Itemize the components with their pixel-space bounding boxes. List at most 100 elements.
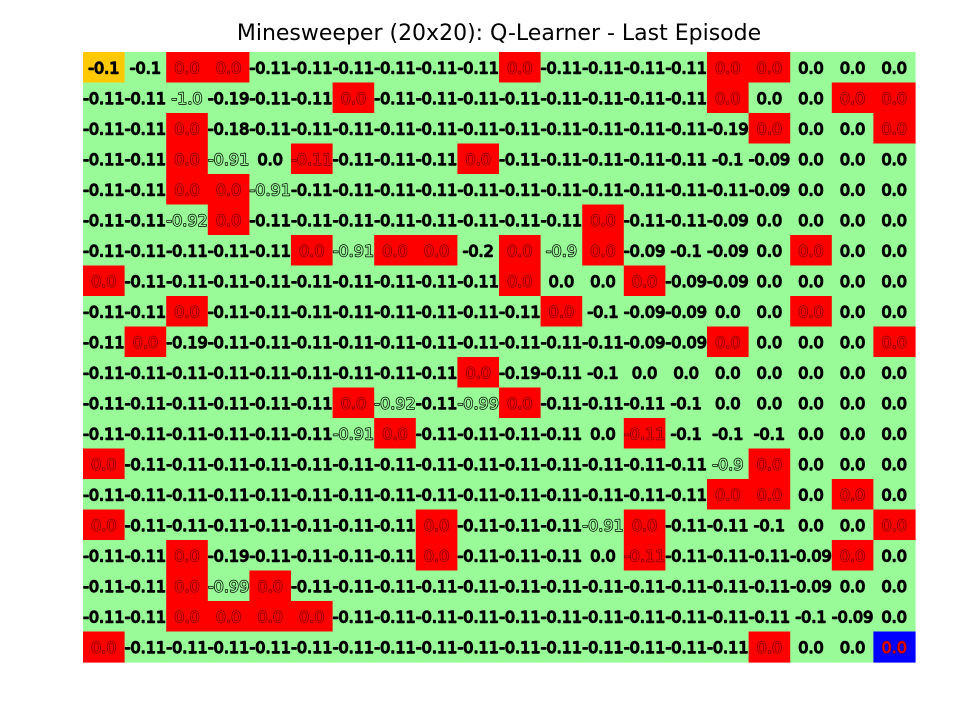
heatmap-cell-value: -0.11 xyxy=(374,180,415,199)
heatmap-cell-mine xyxy=(499,52,542,84)
heatmap-cell-value: -0.11 xyxy=(416,485,457,504)
heatmap-cell-value: 0.0 xyxy=(798,119,823,138)
heatmap-cell-value: 0.0 xyxy=(757,272,782,291)
heatmap-cell-safe xyxy=(83,357,126,389)
heatmap-cell-safe xyxy=(457,418,500,450)
heatmap-cell-safe xyxy=(540,82,583,114)
heatmap-cell-safe xyxy=(540,601,583,633)
heatmap-cell-value: 0.0 xyxy=(840,485,865,504)
heatmap-cell-value: -0.11 xyxy=(249,89,290,108)
heatmap-cell-mine xyxy=(166,174,209,206)
heatmap-cell-mine xyxy=(873,326,916,358)
heatmap-cell-value: -0.11 xyxy=(665,58,706,77)
heatmap-cell-safe xyxy=(207,448,250,480)
heatmap-cell-value: 0.0 xyxy=(673,363,698,382)
heatmap-cell-value: 0.0 xyxy=(507,272,532,291)
heatmap-cell-safe xyxy=(291,418,334,450)
heatmap-cell-safe xyxy=(124,143,167,175)
heatmap-cell-safe xyxy=(374,509,417,541)
heatmap-cell-value: 0.0 xyxy=(257,577,282,596)
heatmap-cell-mine xyxy=(873,509,916,541)
heatmap-cell-value: -0.11 xyxy=(457,607,498,626)
heatmap-cell-safe xyxy=(582,479,625,511)
heatmap-cell-safe xyxy=(790,540,833,572)
heatmap-cell-safe xyxy=(291,204,334,236)
heatmap-cell-value: -0.11 xyxy=(582,638,623,657)
heatmap-cell-safe xyxy=(540,204,583,236)
heatmap-cell-safe xyxy=(540,540,583,572)
heatmap-cell-value: -0.19 xyxy=(208,89,249,108)
heatmap-cell-safe xyxy=(457,479,500,511)
heatmap-cell-safe xyxy=(582,448,625,480)
heatmap-cell-value: -0.11 xyxy=(499,485,540,504)
heatmap-cell-value: 0.0 xyxy=(424,516,449,535)
heatmap-cell-value: -0.11 xyxy=(83,89,124,108)
heatmap-cell-value: -0.11 xyxy=(125,180,166,199)
heatmap-cell-value: 0.0 xyxy=(798,424,823,443)
heatmap-cell-value: -0.09 xyxy=(749,150,790,169)
heatmap-cell-value: -0.11 xyxy=(582,150,623,169)
heatmap-cell-value: -0.11 xyxy=(541,546,582,565)
heatmap-cell-value: -0.11 xyxy=(707,516,748,535)
heatmap-labels: -0.1 -0.1 0.0 0.0 -0.11 -0.11 -0.11 -0.11 -0.11-… xyxy=(82,58,907,658)
heatmap-cell-value: -0.11 xyxy=(457,89,498,108)
heatmap-cell-safe xyxy=(124,509,167,541)
heatmap-cell-mine xyxy=(748,113,791,145)
heatmap-cell-mine xyxy=(207,52,250,84)
heatmap-cell-value: -0.11 xyxy=(374,546,415,565)
heatmap-cell-mine xyxy=(499,265,542,297)
heatmap-cell-value: 0.0 xyxy=(91,638,116,657)
heatmap-cell-value: -0.11 xyxy=(291,577,332,596)
heatmap-cell-value: 0.0 xyxy=(840,546,865,565)
heatmap-cell-value: -0.11 xyxy=(457,333,498,352)
heatmap-cell-value: 0.0 xyxy=(174,150,199,169)
heatmap-cell-value: -0.11 xyxy=(582,485,623,504)
heatmap-cell-mine xyxy=(831,540,874,572)
heatmap-cell-safe xyxy=(623,235,666,267)
heatmap-cell-value: -0.11 xyxy=(249,638,290,657)
heatmap-cell-safe xyxy=(499,326,542,358)
heatmap-cell-value: -0.1 xyxy=(754,424,785,443)
heatmap-cell-safe xyxy=(748,204,791,236)
heatmap-cell-value: 0.0 xyxy=(299,241,324,260)
heatmap-cell-safe xyxy=(665,143,708,175)
heatmap-cell-safe xyxy=(374,570,417,602)
heatmap-cell-safe xyxy=(124,235,167,267)
heatmap-cell-value: 0.0 xyxy=(382,241,407,260)
heatmap-cell-safe xyxy=(249,174,292,206)
heatmap-cell-value: -0.11 xyxy=(374,89,415,108)
heatmap-cell-safe xyxy=(457,631,500,663)
heatmap-cell-value: -0.11 xyxy=(83,333,124,352)
heatmap-cell-safe xyxy=(831,296,874,328)
heatmap-cell-value: 0.0 xyxy=(507,394,532,413)
heatmap-cell-value: -0.11 xyxy=(582,119,623,138)
heatmap-cell-value: 0.0 xyxy=(798,516,823,535)
heatmap-cell-value: -0.11 xyxy=(416,577,457,596)
heatmap-cell-mine xyxy=(707,82,750,114)
heatmap-cell-safe xyxy=(540,448,583,480)
heatmap-cell-safe xyxy=(790,113,833,145)
heatmap-cell-safe xyxy=(166,265,209,297)
heatmap-cell-safe xyxy=(873,204,916,236)
heatmap-cell-safe xyxy=(499,540,542,572)
heatmap-cell-value: -0.11 xyxy=(125,607,166,626)
heatmap-cell-safe xyxy=(124,418,167,450)
heatmap-cell-value: -0.11 xyxy=(166,272,207,291)
heatmap-cell-safe xyxy=(582,174,625,206)
heatmap-cell-safe xyxy=(207,479,250,511)
heatmap-cell-mine xyxy=(748,631,791,663)
heatmap-cell-safe xyxy=(207,418,250,450)
heatmap-cell-value: -0.1 xyxy=(88,58,119,77)
heatmap-cell-safe xyxy=(707,631,750,663)
heatmap-cell-safe xyxy=(831,418,874,450)
heatmap-cell-value: 0.0 xyxy=(798,58,823,77)
heatmap-cell-safe xyxy=(415,265,458,297)
heatmap-cell-value: -0.11 xyxy=(125,211,166,230)
heatmap-cell-value: -0.11 xyxy=(457,485,498,504)
heatmap-cell-safe xyxy=(623,479,666,511)
heatmap-cell-safe xyxy=(332,448,375,480)
heatmap-cell-value: -0.11 xyxy=(416,607,457,626)
heatmap-cell-value: -0.11 xyxy=(374,577,415,596)
heatmap-cell-safe xyxy=(790,357,833,389)
heatmap-cell-value: -0.1 xyxy=(795,607,826,626)
